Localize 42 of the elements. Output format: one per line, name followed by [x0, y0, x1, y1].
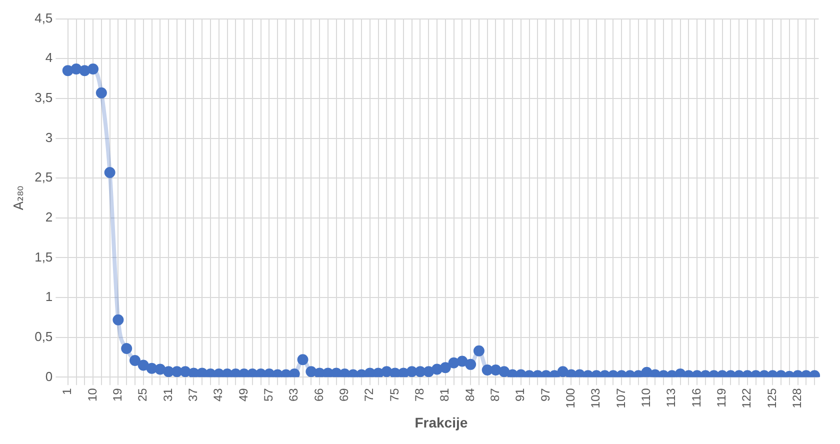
- x-tick-label: 119: [714, 388, 729, 408]
- x-tick-label: 97: [538, 388, 552, 402]
- y-tick-label: 4: [45, 50, 53, 66]
- x-tick-label: 1: [60, 388, 74, 395]
- x-tick-label: 110: [639, 388, 654, 408]
- y-tick-label: 2: [45, 209, 53, 224]
- x-tick-label: 72: [362, 388, 376, 402]
- x-tick-label: 49: [236, 388, 250, 402]
- x-tick-label: 66: [312, 388, 326, 402]
- x-tick-label: 84: [462, 388, 477, 402]
- x-tick-label: 37: [186, 388, 200, 402]
- y-tick-label: 0: [45, 368, 53, 384]
- y-tick-label: 0,5: [34, 328, 53, 344]
- x-tick-label: 78: [412, 388, 427, 402]
- x-tick-label: 87: [488, 388, 502, 402]
- x-tick-label: 113: [664, 388, 678, 408]
- x-tick-label: 91: [513, 388, 528, 402]
- x-tick-label: 43: [211, 388, 226, 402]
- y-tick-label: 1,5: [34, 249, 53, 264]
- y-axis-title: A₂₈₀: [12, 186, 28, 210]
- y-tick-label: 3: [45, 130, 53, 145]
- x-tick-label: 81: [438, 388, 452, 402]
- y-tick-label: 4,5: [34, 10, 53, 26]
- x-tick-label: 122: [740, 388, 754, 408]
- y-tick-label: 2,5: [34, 170, 53, 185]
- x-tick-label: 75: [387, 388, 402, 402]
- x-tick-label: 19: [110, 388, 125, 402]
- x-tick-label: 116: [689, 388, 704, 408]
- x-tick-label: 57: [262, 388, 276, 402]
- x-tick-label: 128: [790, 388, 804, 408]
- x-tick-label: 125: [764, 388, 779, 408]
- x-tick-label: 107: [614, 388, 628, 408]
- x-tick-label: 63: [286, 388, 301, 402]
- x-tick-label: 103: [588, 388, 603, 408]
- y-tick-label: 1: [45, 289, 53, 304]
- x-tick-label: 25: [136, 388, 150, 402]
- x-tick-label: 69: [337, 388, 352, 402]
- y-tick-label: 3,5: [34, 90, 53, 106]
- x-tick-label: 10: [85, 388, 100, 402]
- x-tick-label: 31: [160, 388, 175, 402]
- x-axis-title: Frakcije: [414, 414, 468, 430]
- x-tick-label: 100: [564, 388, 578, 408]
